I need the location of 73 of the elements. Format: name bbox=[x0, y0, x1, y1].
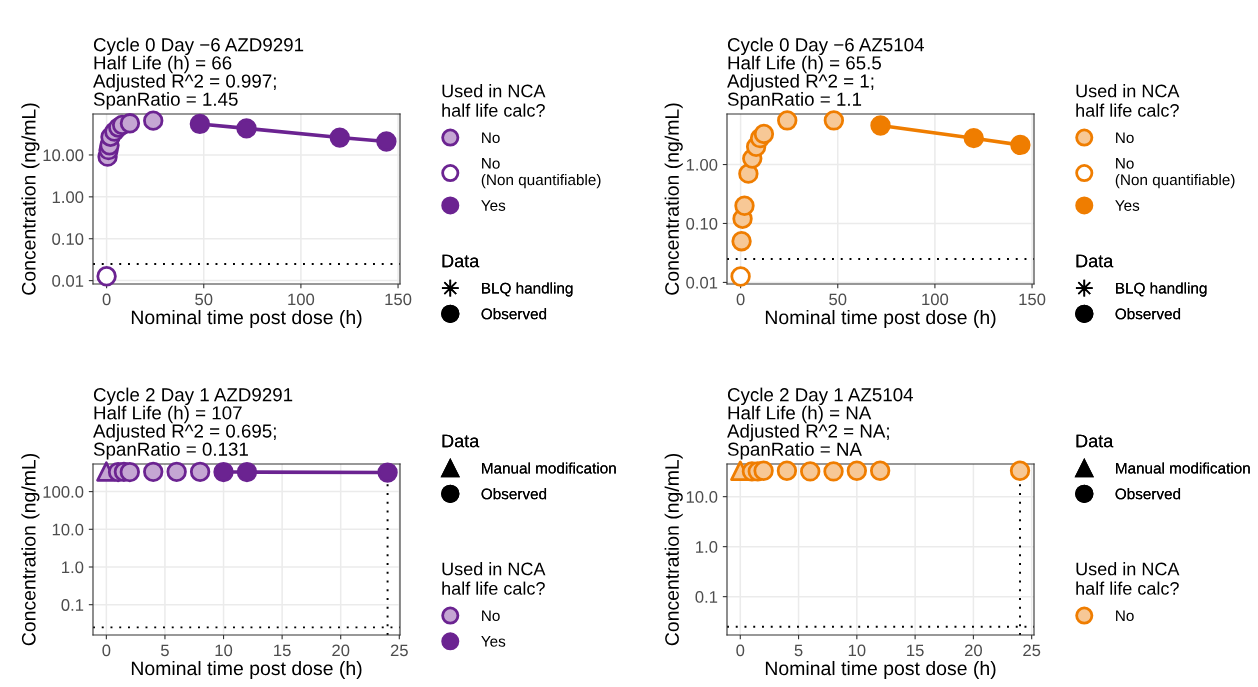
x-tick-label: 25 bbox=[1023, 644, 1041, 657]
legend-title: Used in NCA half life calc? bbox=[1076, 562, 1180, 595]
x-axis-title: Nominal time post dose (h) bbox=[131, 660, 362, 680]
chart-title: Cycle 2 Day 1 AZ5104 Half Life (h) = NA Adjusted R^2 = NA; SpanRatio = NA bbox=[727, 387, 914, 460]
x-tick-label: 5 bbox=[794, 644, 803, 657]
x-tick-label: 10 bbox=[848, 644, 866, 657]
y-tick-label: 0.10 bbox=[686, 217, 718, 230]
legend-label: No bbox=[482, 132, 500, 144]
x-tick-label: 150 bbox=[385, 293, 412, 306]
text: Data bbox=[442, 434, 480, 448]
x-tick-label: 0 bbox=[102, 293, 111, 306]
text: Observed bbox=[481, 308, 547, 320]
y-tick-label: 0.10 bbox=[52, 233, 84, 245]
text: BLQ handling bbox=[1116, 282, 1207, 297]
y-tick-label: 0.01 bbox=[52, 275, 84, 287]
x-tick-label: 50 bbox=[829, 293, 847, 306]
point bbox=[96, 266, 117, 287]
text: Data bbox=[1076, 434, 1114, 448]
x-tick-label: 20 bbox=[332, 644, 350, 657]
x-axis-title: Nominal time post dose (h) bbox=[765, 309, 996, 329]
x-tick-label: 20 bbox=[964, 644, 983, 657]
y-tick-label: 1.00 bbox=[686, 158, 718, 171]
legend-title: Used in NCA half life calc? bbox=[1076, 84, 1180, 117]
y-tick-label: 1.00 bbox=[52, 191, 84, 204]
chart-title: Cycle 0 Day −6 AZ5104 Half Life (h) = 65.5 Adjusted R^2 = 1; SpanRatio = 1.1 bbox=[727, 37, 924, 110]
x-tick-label: 150 bbox=[1019, 293, 1046, 306]
y-tick-label: 0.1 bbox=[695, 591, 718, 603]
y-tick-label: 1.0 bbox=[62, 561, 84, 574]
text: Observed bbox=[1115, 308, 1181, 320]
text: Observed bbox=[1115, 488, 1181, 500]
x-tick-label: 100 bbox=[922, 293, 949, 306]
x-tick-label: 0 bbox=[102, 644, 111, 657]
y-axis-title: Concentration (ng/mL) bbox=[21, 103, 40, 295]
y-tick-label: 0.1 bbox=[61, 599, 84, 611]
legend-label: No bbox=[482, 610, 500, 622]
x-tick-label: 15 bbox=[907, 644, 924, 657]
legend-title: Used in NCA half life calc? bbox=[442, 562, 546, 595]
legend-label: Yes bbox=[1115, 200, 1140, 211]
y-tick-label: 100.0 bbox=[43, 486, 84, 498]
y-tick-label: 0.01 bbox=[686, 276, 718, 289]
legend-title: Used in NCA half life calc? bbox=[442, 84, 546, 117]
x-tick-label: 50 bbox=[195, 293, 213, 306]
chart-title: Cycle 2 Day 1 AZD9291 Half Life (h) = 107 Adjusted R^2 = 0.695; SpanRatio = 0.131 bbox=[93, 387, 293, 460]
legend-label: No (Non quantifiable) bbox=[1115, 158, 1235, 189]
x-axis-title: Nominal time post dose (h) bbox=[131, 309, 362, 329]
legend-label: Yes bbox=[481, 200, 506, 211]
y-tick-label: 10.0 bbox=[686, 491, 718, 503]
y-axis-title: Concentration (ng/mL) bbox=[664, 453, 683, 646]
y-tick-label: 10.00 bbox=[43, 149, 84, 162]
chart-title: Cycle 0 Day −6 AZD9291 Half Life (h) = 66 Adjusted R^2 = 0.997; SpanRatio = 1.45 bbox=[93, 37, 304, 110]
text: Data bbox=[1076, 254, 1114, 268]
text: Data bbox=[442, 254, 480, 268]
legend-label: No (Non quantifiable) bbox=[481, 158, 601, 189]
text: BLQ handling bbox=[482, 282, 573, 297]
text: Observed bbox=[481, 488, 547, 500]
x-tick-label: 10 bbox=[215, 644, 233, 657]
x-tick-label: 100 bbox=[288, 293, 315, 306]
y-tick-label: 10.0 bbox=[52, 523, 84, 536]
legend-label: No bbox=[1116, 610, 1134, 622]
x-tick-label: 15 bbox=[274, 644, 291, 657]
point bbox=[730, 266, 751, 287]
x-tick-label: 25 bbox=[390, 644, 408, 657]
x-tick-label: 5 bbox=[160, 644, 169, 657]
legend-label: Yes bbox=[481, 636, 506, 647]
text: Manual modification bbox=[482, 462, 616, 474]
x-axis-title: Nominal time post dose (h) bbox=[765, 660, 996, 680]
text: Manual modification bbox=[1116, 462, 1250, 474]
x-tick-label: 0 bbox=[736, 293, 745, 306]
y-axis-title: Concentration (ng/mL) bbox=[21, 453, 40, 646]
y-tick-label: 1.0 bbox=[696, 541, 718, 553]
x-tick-label: 0 bbox=[736, 644, 745, 657]
legend-label: No bbox=[1116, 132, 1134, 144]
y-axis-title: Concentration (ng/mL) bbox=[664, 103, 683, 295]
